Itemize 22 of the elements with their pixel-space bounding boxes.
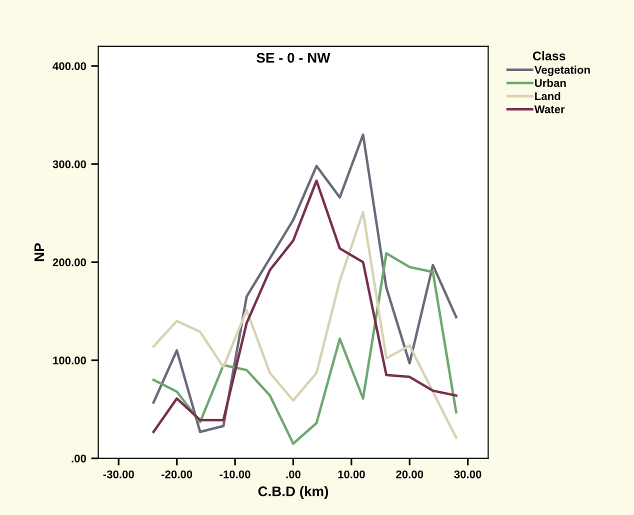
y-tick-label: .00	[72, 454, 86, 462]
y-tick-label: 200.00	[52, 258, 86, 266]
x-tick-label: -30.00	[103, 470, 134, 478]
line-series	[152, 252, 458, 445]
legend-title: Class	[532, 51, 566, 60]
x-axis-title: C.B.D (km)	[258, 486, 328, 500]
x-tick-label: -20.00	[162, 470, 192, 478]
legend-label: Land	[535, 92, 560, 100]
line-series	[152, 133, 458, 434]
y-tick-label: 300.00	[52, 160, 86, 168]
x-tick-label: .00	[286, 470, 300, 478]
legend-label: Water	[534, 105, 565, 114]
x-tick-label: 20.00	[396, 470, 424, 478]
x-tick-label: 10.00	[338, 470, 365, 478]
x-tick-label: -10.00	[220, 470, 250, 478]
legend-label: Urban	[535, 78, 566, 87]
legend-label: Vegetation	[534, 66, 590, 76]
x-tick-label: 30.00	[454, 470, 482, 478]
y-tick-label: 100.00	[53, 356, 86, 364]
y-tick-label: 400.00	[52, 62, 86, 70]
chart-title: SE - 0 - NW	[256, 52, 330, 63]
y-axis-title: NP	[34, 243, 44, 262]
